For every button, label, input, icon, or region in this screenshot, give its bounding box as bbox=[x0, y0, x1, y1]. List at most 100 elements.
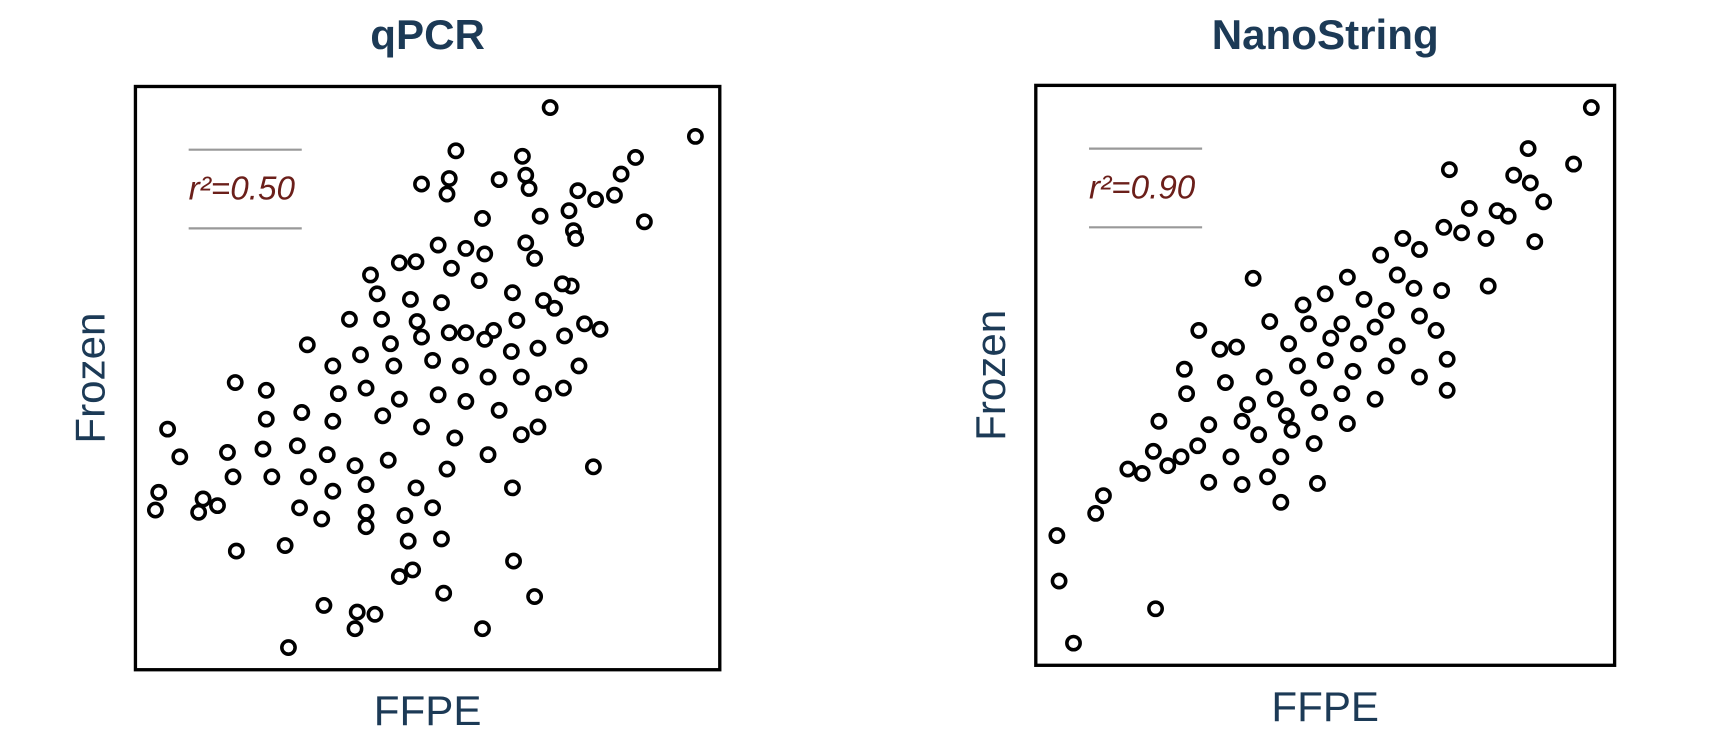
data-point bbox=[570, 357, 588, 375]
data-point bbox=[1521, 174, 1539, 192]
data-point bbox=[1272, 493, 1290, 511]
data-point bbox=[1309, 475, 1326, 492]
data-point bbox=[1350, 335, 1367, 353]
data-point bbox=[1300, 379, 1318, 397]
y-axis-label: Frozen bbox=[66, 313, 113, 444]
data-point bbox=[1477, 229, 1495, 247]
data-point bbox=[1228, 338, 1245, 356]
data-point bbox=[1300, 315, 1318, 333]
data-point bbox=[1338, 415, 1356, 432]
data-point bbox=[226, 374, 244, 391]
data-point bbox=[348, 603, 366, 621]
data-point bbox=[424, 499, 442, 517]
data-point bbox=[435, 584, 453, 602]
data-point bbox=[457, 239, 475, 257]
data-point bbox=[224, 468, 242, 486]
data-point bbox=[413, 175, 430, 193]
data-point bbox=[368, 285, 386, 303]
data-point bbox=[171, 448, 189, 466]
data-point bbox=[352, 346, 369, 364]
data-point bbox=[1200, 473, 1218, 491]
data-point bbox=[146, 501, 164, 519]
data-point bbox=[1283, 421, 1301, 439]
data-point bbox=[276, 537, 294, 554]
annotation: r²=0.90 bbox=[1089, 169, 1196, 206]
data-point bbox=[1172, 448, 1190, 466]
data-point bbox=[1178, 385, 1196, 403]
data-point bbox=[1087, 504, 1105, 522]
data-point bbox=[1438, 350, 1456, 368]
data-point bbox=[512, 368, 530, 386]
data-point bbox=[1453, 224, 1471, 242]
data-point bbox=[401, 290, 419, 308]
data-point bbox=[424, 351, 442, 369]
data-point bbox=[346, 457, 364, 475]
data-point bbox=[1233, 412, 1251, 430]
data-point bbox=[1377, 302, 1395, 319]
data-point bbox=[440, 170, 458, 187]
data-point bbox=[318, 446, 336, 464]
data-point bbox=[1305, 435, 1323, 452]
data-point bbox=[190, 503, 208, 521]
annotation: r²=0.50 bbox=[189, 170, 296, 207]
data-point bbox=[612, 165, 630, 183]
data-point bbox=[366, 605, 384, 623]
data-point bbox=[219, 443, 236, 461]
chart-title: NanoString bbox=[1212, 11, 1439, 58]
data-point bbox=[1294, 296, 1312, 314]
chart-panel: NanoString FFPE Frozen r²=0.90 bbox=[967, 11, 1617, 730]
data-point bbox=[531, 207, 549, 225]
data-point bbox=[529, 418, 547, 436]
data-point bbox=[440, 324, 458, 342]
data-point bbox=[1261, 313, 1279, 330]
data-point bbox=[1159, 457, 1177, 475]
data-point bbox=[1316, 351, 1334, 369]
data-point bbox=[520, 180, 538, 197]
data-point bbox=[1394, 229, 1412, 247]
data-point bbox=[504, 479, 521, 497]
data-point bbox=[1366, 390, 1384, 408]
data-point bbox=[1222, 448, 1240, 466]
data-point bbox=[288, 437, 306, 455]
data-point bbox=[635, 213, 653, 231]
data-point bbox=[209, 497, 226, 515]
data-point bbox=[438, 185, 456, 203]
data-point bbox=[1147, 600, 1164, 618]
data-point bbox=[555, 379, 572, 397]
data-point bbox=[433, 530, 450, 548]
data-point bbox=[591, 320, 609, 338]
data-point bbox=[1440, 161, 1458, 179]
data-point bbox=[1277, 407, 1295, 425]
data-point bbox=[1050, 572, 1068, 590]
data-point bbox=[1175, 360, 1193, 378]
data-point bbox=[479, 368, 497, 386]
data-point bbox=[556, 327, 573, 345]
data-point bbox=[457, 392, 475, 410]
data-point bbox=[1244, 269, 1262, 287]
data-point bbox=[399, 532, 417, 550]
data-point bbox=[508, 312, 526, 329]
data-point bbox=[324, 482, 342, 500]
plot-frame bbox=[133, 84, 722, 672]
data-point bbox=[263, 468, 281, 486]
data-point bbox=[150, 483, 168, 501]
data-point bbox=[1065, 634, 1082, 652]
data-point bbox=[474, 620, 491, 638]
data-point bbox=[1119, 460, 1137, 478]
data-point bbox=[357, 503, 375, 521]
data-point bbox=[447, 142, 465, 160]
data-point bbox=[1435, 218, 1453, 236]
data-point bbox=[627, 149, 644, 166]
data-point bbox=[313, 510, 331, 528]
data-point bbox=[329, 385, 347, 403]
data-point bbox=[529, 339, 547, 357]
data-point bbox=[569, 182, 587, 200]
data-point bbox=[1190, 322, 1208, 339]
data-point bbox=[1411, 241, 1428, 258]
x-axis-label: FFPE bbox=[1271, 683, 1379, 730]
data-point bbox=[374, 407, 392, 425]
data-point bbox=[1535, 193, 1553, 211]
data-point bbox=[1200, 416, 1218, 434]
data-point bbox=[1438, 381, 1456, 399]
